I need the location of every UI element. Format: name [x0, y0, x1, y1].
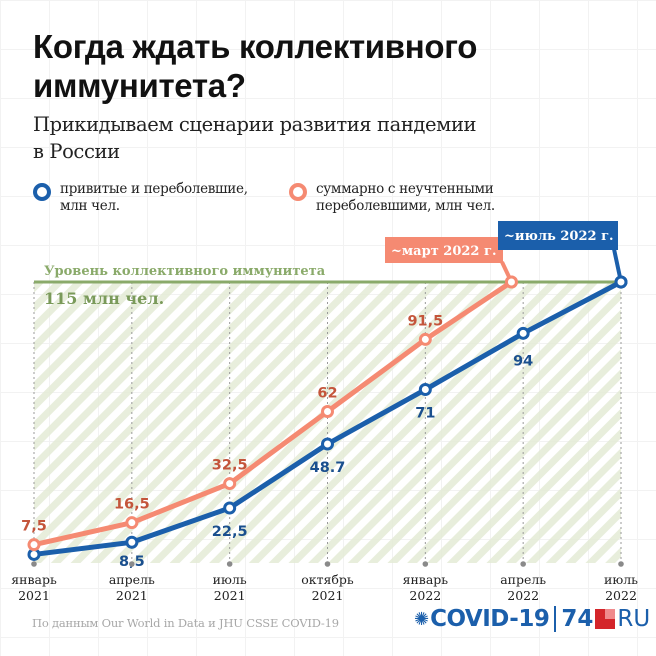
x-tick-month: январь — [403, 572, 449, 587]
data-label: 62 — [317, 386, 337, 402]
x-tick-year: 2021 — [214, 588, 246, 603]
x-tick-month: апрель — [109, 572, 155, 587]
end-point — [614, 275, 628, 289]
logo-ru: RU — [617, 606, 651, 632]
tick-dot — [226, 561, 233, 567]
x-tick-month: июль — [604, 572, 638, 587]
x-tick-year: 2021 — [116, 588, 148, 603]
x-tick-year: 2022 — [605, 588, 637, 603]
data-label: 16,5 — [114, 497, 150, 513]
data-label: 32,5 — [212, 458, 248, 474]
tick-dot — [31, 561, 37, 567]
data-point — [223, 501, 237, 515]
callout-march-2022: ~март 2022 г. — [385, 237, 514, 283]
callout-box — [385, 237, 503, 263]
series-line-1 — [33, 279, 513, 548]
data-point — [321, 405, 334, 419]
data-label: 22,5 — [212, 524, 248, 540]
threshold-label: Уровень коллективного иммунитета — [44, 264, 326, 279]
data-label: 7,5 — [21, 519, 47, 535]
data-label: 91,5 — [407, 313, 443, 329]
legend-circle-icon — [33, 183, 51, 201]
data-label: 71 — [415, 406, 435, 422]
page-title: Когда ждать коллективного иммунитета? — [33, 27, 477, 105]
x-tick-month: апрель — [500, 572, 546, 587]
data-point — [516, 326, 530, 340]
tick-dot — [618, 561, 624, 567]
data-point — [125, 535, 139, 549]
legend-item-total: суммарно с неучтенными переболевшими, мл… — [289, 181, 495, 215]
data-point — [223, 477, 237, 491]
data-point — [125, 516, 139, 530]
legend-label: суммарно с неучтенными переболевшими, мл… — [316, 181, 495, 214]
tick-dot — [129, 561, 135, 567]
x-tick-month: октябрь — [301, 572, 354, 587]
callout-text: ~март 2022 г. — [391, 244, 496, 259]
legend-item-vaccinated: привитые и переболевшие, млн чел. — [33, 181, 248, 215]
x-tick-month: январь — [11, 572, 57, 587]
legend-label: привитые и переболевшие, млн чел. — [60, 181, 248, 214]
callout-box — [498, 221, 618, 250]
logo-74: 74 — [561, 606, 594, 632]
legend-circle-icon — [289, 183, 307, 201]
data-point — [27, 538, 41, 552]
data-label: 48.7 — [310, 460, 346, 476]
logo-separator — [554, 606, 557, 632]
tick-dot — [520, 561, 526, 567]
x-tick-year: 2022 — [409, 588, 441, 603]
logo: ✺ COVID-19 74 RU — [414, 606, 650, 632]
x-tick-year: 2022 — [507, 588, 539, 603]
virus-icon: ✺ — [414, 608, 430, 630]
title-line-2: иммунитета? — [33, 67, 246, 104]
end-point — [504, 275, 518, 289]
tick-dot — [324, 561, 331, 567]
subtitle-line-1: Прикидываем сценарии развития пандемии — [33, 113, 477, 136]
callout-july-2022: ~июль 2022 г. — [498, 221, 623, 283]
x-tick-year: 2021 — [312, 588, 344, 603]
logo-covid: COVID-19 — [430, 606, 550, 632]
data-point — [418, 332, 432, 346]
threshold-value: 115 млн чел. — [44, 289, 164, 308]
data-point — [418, 383, 432, 397]
subtitle-line-2: в России — [33, 140, 120, 163]
page-subtitle: Прикидываем сценарии развития пандемии в… — [33, 111, 477, 165]
x-tick-year: 2021 — [18, 588, 50, 603]
logo-square-icon — [595, 609, 616, 629]
callout-text: ~июль 2022 г. — [504, 229, 614, 244]
data-label: 94 — [513, 353, 533, 369]
tick-dot — [422, 561, 429, 567]
x-tick-month: июль — [213, 572, 247, 587]
source-note: По данным Our World in Data и JHU CSSE C… — [32, 616, 339, 630]
data-point — [321, 437, 334, 451]
title-line-1: Когда ждать коллективного — [33, 28, 478, 65]
